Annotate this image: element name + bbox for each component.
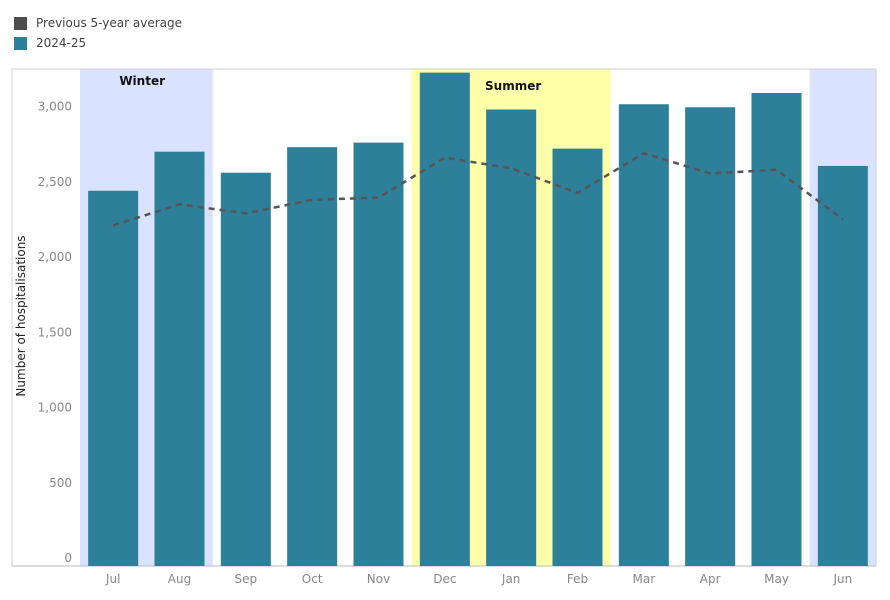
- x-tick-label-nov: Nov: [367, 572, 390, 586]
- legend-item-previous-average[interactable]: Previous 5-year average: [14, 13, 182, 33]
- y-tick-label: 2,500: [38, 175, 72, 189]
- bar-apr[interactable]: [685, 107, 736, 566]
- y-axis-title: Number of hospitalisations: [14, 235, 28, 396]
- season-label-summer: Summer: [485, 79, 541, 93]
- y-tick-label: 2,000: [38, 250, 72, 264]
- x-tick-label-may: May: [764, 572, 789, 586]
- season-label-winter: Winter: [119, 74, 165, 88]
- x-tick-label-jul: Jul: [105, 572, 120, 586]
- y-tick-label: 1,000: [38, 401, 72, 415]
- legend: Previous 5-year average 2024-25: [14, 13, 182, 53]
- bar-nov[interactable]: [353, 142, 404, 566]
- bar-jul[interactable]: [88, 190, 139, 566]
- legend-swatch-2024-25: [14, 36, 27, 50]
- bar-aug[interactable]: [154, 151, 205, 566]
- x-tick-label-mar: Mar: [633, 572, 656, 586]
- legend-item-2024-25[interactable]: 2024-25: [14, 33, 182, 53]
- x-tick-label-sep: Sep: [235, 572, 258, 586]
- x-tick-label-jan: Jan: [501, 572, 521, 586]
- y-tick-label: 3,000: [38, 100, 72, 114]
- bar-jan[interactable]: [486, 109, 537, 566]
- x-tick-label-jun: Jun: [832, 572, 852, 586]
- y-tick-label: 500: [49, 476, 72, 490]
- x-tick-label-apr: Apr: [700, 572, 721, 586]
- bar-feb[interactable]: [552, 148, 603, 566]
- x-tick-label-oct: Oct: [302, 572, 323, 586]
- bar-oct[interactable]: [287, 147, 338, 566]
- legend-label-2024-25: 2024-25: [36, 36, 87, 50]
- legend-swatch-previous-average: [14, 16, 27, 30]
- legend-label-previous-average: Previous 5-year average: [36, 16, 182, 30]
- bar-jun[interactable]: [817, 165, 868, 566]
- bar-dec[interactable]: [419, 72, 470, 566]
- y-axis-ticks: 0 500 1,000 1,500 2,000 2,500 3,000: [38, 100, 72, 566]
- y-tick-label: 0: [64, 551, 72, 565]
- x-tick-label-dec: Dec: [433, 572, 456, 586]
- y-tick-label: 1,500: [38, 325, 72, 339]
- bar-may[interactable]: [751, 92, 802, 566]
- bar-mar[interactable]: [618, 104, 669, 567]
- bar-series-2024-25: [88, 72, 868, 567]
- x-axis-ticks: Jul Aug Sep Oct Nov Dec Jan Feb Mar Apr May Jun: [105, 572, 852, 586]
- bar-sep[interactable]: [220, 172, 271, 566]
- x-tick-label-feb: Feb: [567, 572, 588, 586]
- x-tick-label-aug: Aug: [168, 572, 191, 586]
- line-series-previous-average[interactable]: [112, 151, 844, 227]
